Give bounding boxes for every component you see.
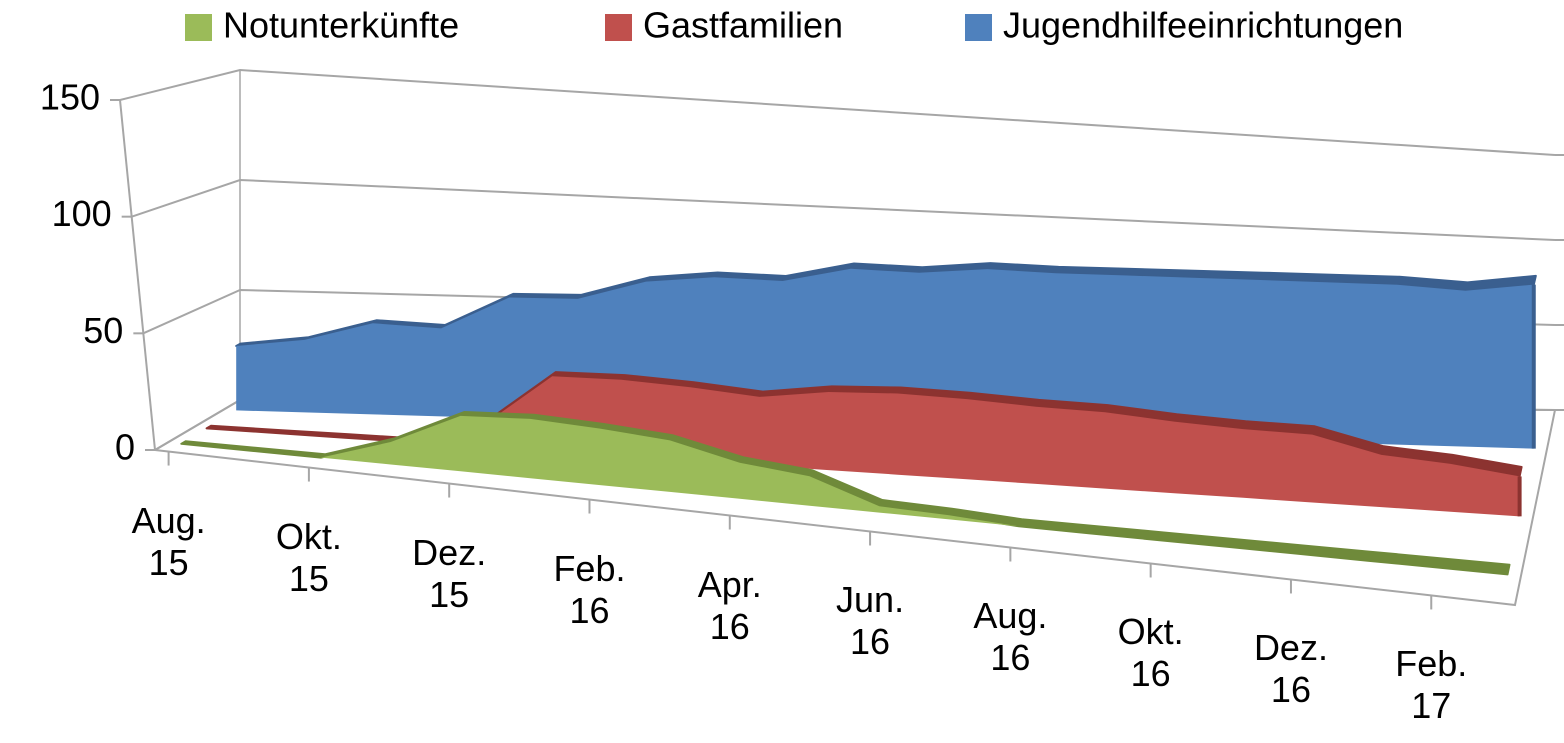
x-tick-label: Okt. 15 xyxy=(275,515,342,599)
legend-swatch xyxy=(605,14,632,41)
x-tick-label: Apr. 16 xyxy=(697,563,762,647)
legend-label: Notunterkünfte xyxy=(223,5,459,46)
legend-label: Jugendhilfeeinrichtungen xyxy=(1003,5,1403,46)
area xyxy=(181,415,1508,575)
y-tick-label: 100 xyxy=(52,193,112,234)
legend-label: Gastfamilien xyxy=(643,5,843,46)
y-tick-label: 0 xyxy=(115,427,135,468)
x-tick-label: Feb. 16 xyxy=(553,547,626,631)
legend-swatch xyxy=(965,14,992,41)
area-top xyxy=(205,371,1523,478)
area xyxy=(206,376,1520,517)
x-tick-label: Aug. 16 xyxy=(973,595,1048,679)
x-tick-label: Feb. 17 xyxy=(1395,643,1468,727)
x-tick-label: Aug. 15 xyxy=(131,499,206,583)
y-tick-label: 150 xyxy=(40,77,100,118)
legend-swatch xyxy=(185,14,212,41)
x-tick-label: Dez. 15 xyxy=(412,531,487,615)
y-axis xyxy=(119,99,156,451)
x-tick-label: Dez. 16 xyxy=(1253,627,1328,711)
grid-line xyxy=(119,68,1556,156)
y-tick-label: 50 xyxy=(83,310,123,351)
x-tick-label: Okt. 16 xyxy=(1117,611,1184,695)
x-tick-label: Jun. 16 xyxy=(836,579,905,663)
grid-line xyxy=(131,178,1556,241)
